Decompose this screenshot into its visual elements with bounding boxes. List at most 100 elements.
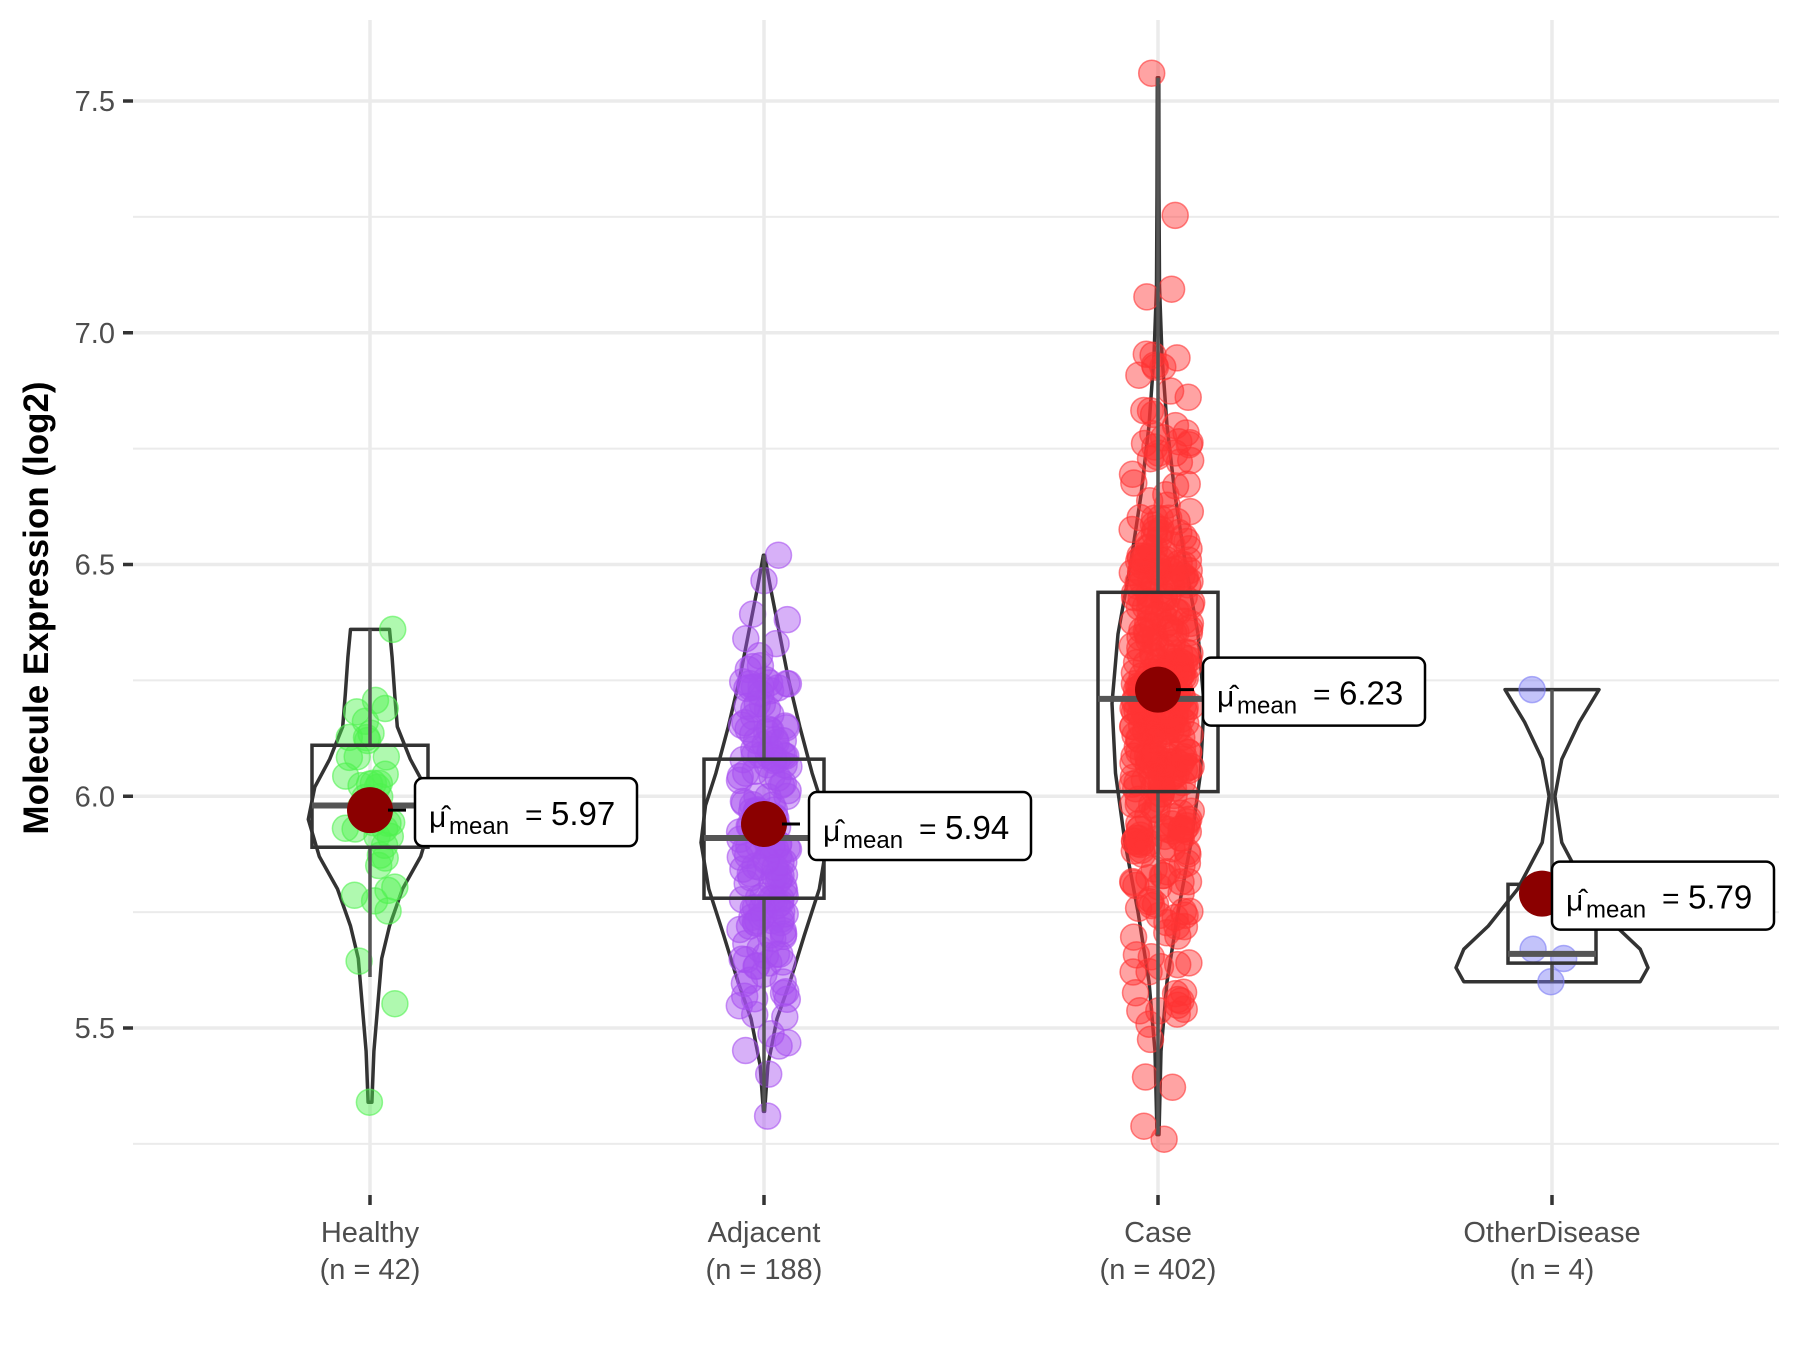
data-point	[1119, 923, 1148, 951]
data-point	[1165, 448, 1194, 476]
data-point	[730, 982, 759, 1010]
x-tick-count-label: (n = 4)	[1510, 1254, 1595, 1286]
mean-point	[347, 787, 393, 834]
data-point	[1163, 507, 1191, 536]
data-point	[1128, 840, 1157, 869]
data-point	[1158, 1073, 1187, 1102]
data-point	[1120, 469, 1148, 497]
data-point	[737, 864, 765, 892]
data-point	[1131, 542, 1160, 570]
y-tick-label: 6.0	[75, 781, 115, 813]
data-point	[1140, 741, 1169, 769]
x-tick-label: OtherDisease	[1463, 1217, 1640, 1249]
data-point	[1153, 919, 1181, 947]
data-point	[761, 853, 789, 882]
data-point	[753, 1102, 782, 1130]
data-point	[740, 984, 769, 1013]
data-point	[732, 624, 760, 653]
data-point	[1549, 944, 1578, 973]
data-point	[1149, 834, 1177, 863]
mean-label-equals: =	[525, 799, 543, 832]
data-point	[1119, 749, 1147, 778]
data-point	[771, 900, 799, 928]
mean-label-box	[413, 776, 639, 848]
data-point	[1146, 952, 1175, 981]
data-point	[773, 985, 802, 1014]
jitter-points	[1118, 59, 1206, 1153]
mean-label-value: 5.97	[551, 795, 615, 832]
data-point	[764, 764, 792, 792]
data-point	[378, 615, 407, 644]
mean-label-equals: =	[1662, 883, 1680, 916]
data-point	[1132, 617, 1161, 645]
data-point	[1176, 609, 1205, 638]
data-point	[1157, 275, 1186, 303]
data-point	[1519, 935, 1547, 963]
data-point	[725, 991, 754, 1020]
mean-point	[1135, 666, 1181, 713]
mean-label-value: 5.94	[945, 809, 1009, 846]
data-point	[1137, 59, 1166, 87]
data-point	[371, 844, 399, 872]
x-tick-label: Case	[1124, 1217, 1192, 1249]
data-point	[1159, 774, 1188, 802]
y-tick-label: 7.0	[75, 318, 115, 350]
data-point	[1149, 353, 1177, 381]
data-point	[1170, 995, 1198, 1024]
y-tick-label: 7.5	[75, 86, 115, 118]
data-point	[1146, 519, 1175, 547]
data-point	[1135, 594, 1164, 623]
y-tick-label: 6.5	[75, 550, 115, 582]
mean-label-mu: μ̂	[823, 815, 845, 848]
data-point	[1131, 1063, 1160, 1091]
data-point	[1161, 201, 1189, 230]
data-point	[731, 759, 760, 787]
data-point	[1130, 1112, 1158, 1140]
data-point	[1170, 912, 1199, 941]
data-point	[1148, 861, 1177, 890]
data-point	[772, 714, 800, 742]
data-point	[1124, 572, 1152, 601]
data-point	[1168, 561, 1196, 589]
data-point	[1119, 958, 1147, 986]
data-point	[1135, 1010, 1163, 1038]
grid	[133, 20, 1779, 1195]
data-point	[1118, 515, 1146, 544]
mean-label-mu: μ̂	[429, 801, 451, 834]
mean-label-mu: μ̂	[1566, 885, 1588, 918]
mean-label-sub: mean	[1237, 693, 1297, 720]
data-point	[1148, 636, 1176, 665]
data-point	[1175, 949, 1203, 977]
data-point	[771, 712, 799, 740]
x-tick-count-label: (n = 42)	[320, 1254, 421, 1286]
data-point	[374, 897, 402, 925]
data-point	[1176, 897, 1204, 926]
data-point	[1137, 891, 1166, 920]
data-point	[731, 1036, 760, 1065]
data-point	[1153, 858, 1182, 886]
group-otherdisease: μ̂ mean = 5.79	[1454, 675, 1776, 996]
data-point	[1130, 396, 1158, 425]
data-point	[740, 695, 768, 723]
data-point	[1174, 383, 1202, 412]
data-point	[355, 1088, 384, 1116]
mean-label-box	[1201, 656, 1427, 727]
data-point	[1121, 721, 1149, 749]
data-point	[1150, 584, 1179, 613]
data-point	[738, 600, 767, 628]
data-point	[1121, 979, 1150, 1007]
mean-label-equals: =	[919, 813, 937, 846]
data-point	[762, 629, 790, 658]
jitter-points	[1518, 675, 1578, 996]
data-point	[743, 907, 772, 935]
data-point	[728, 945, 756, 973]
mean-label-value: 5.79	[1688, 879, 1752, 916]
mean-label-sub: mean	[1586, 897, 1646, 924]
data-point	[1133, 283, 1161, 311]
x-tick-count-label: (n = 402)	[1100, 1254, 1217, 1286]
data-point	[736, 966, 764, 995]
mean-label-box	[807, 790, 1033, 862]
data-point	[767, 771, 796, 799]
x-tick-label: Healthy	[321, 1217, 420, 1249]
y-axis-title: Molecule Expression (log2)	[17, 381, 56, 834]
